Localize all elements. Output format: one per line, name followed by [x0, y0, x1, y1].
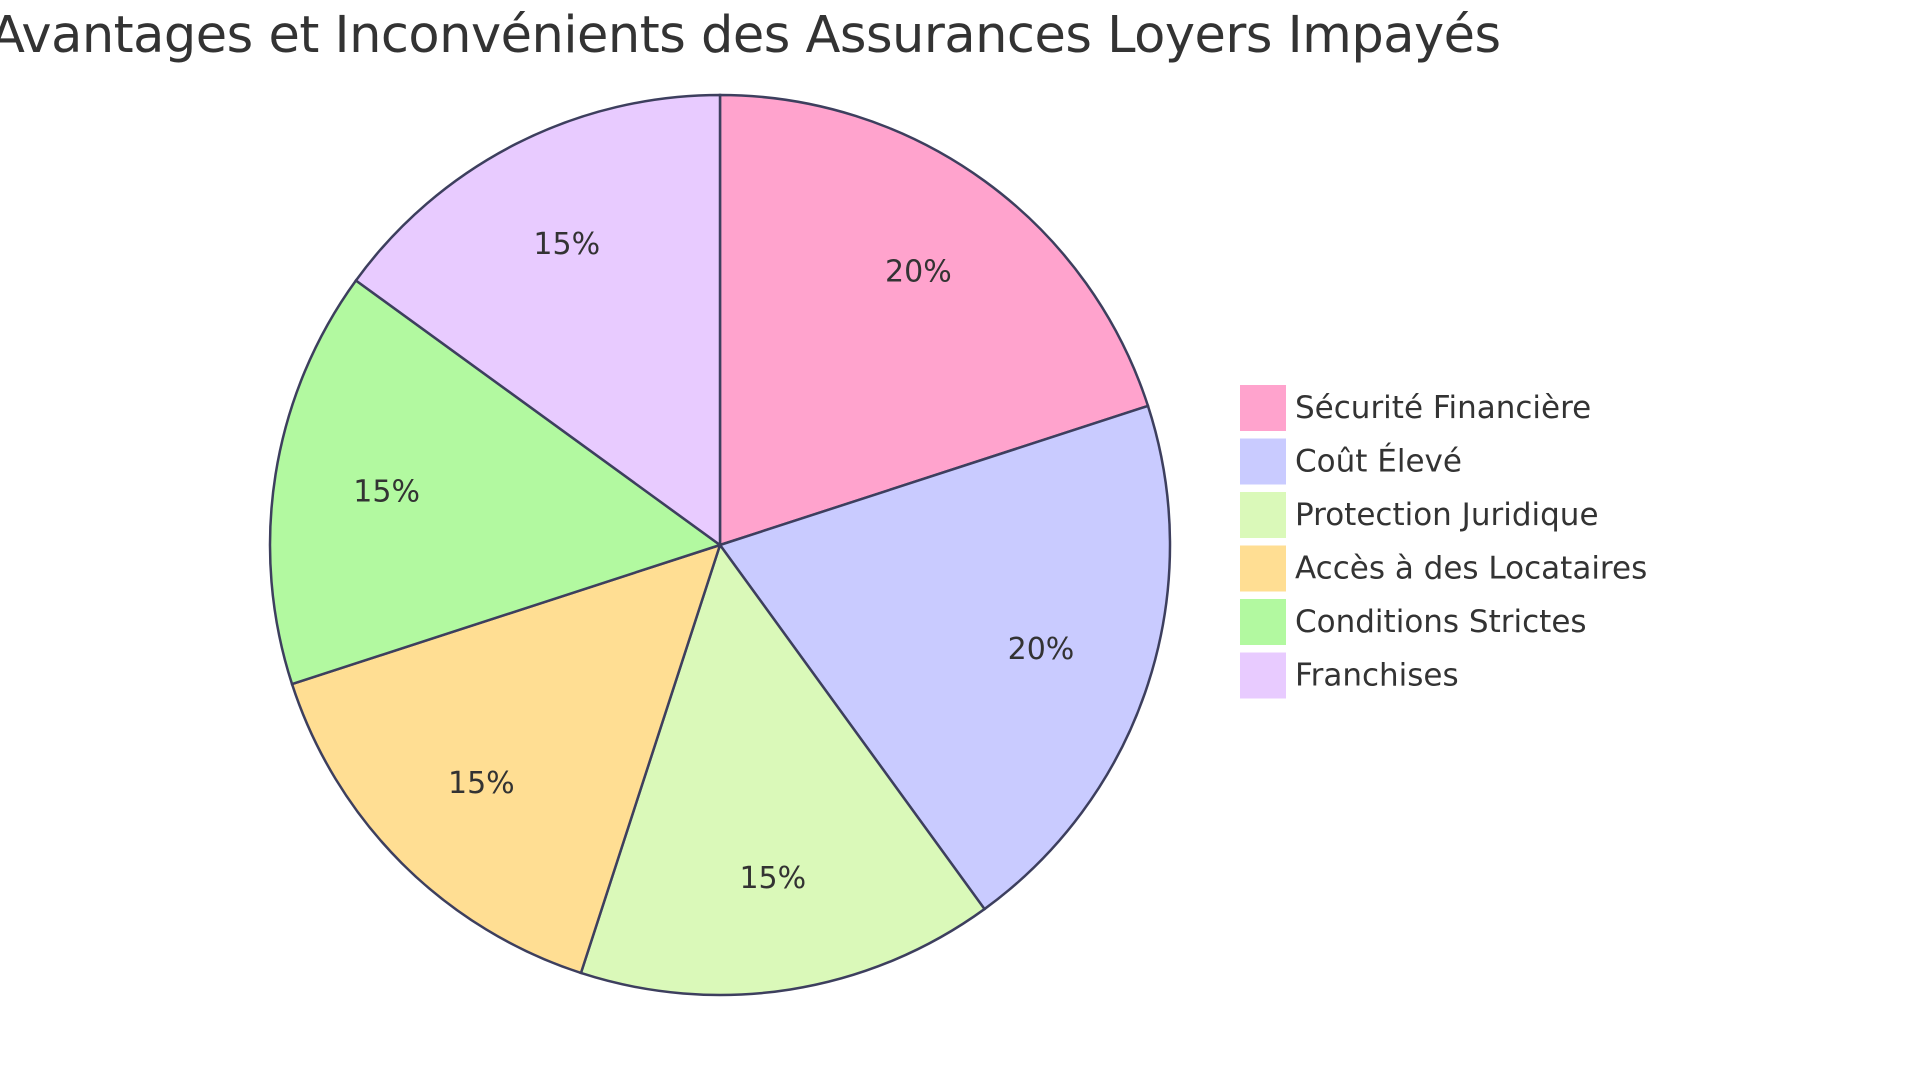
legend-item: Coût Élevé: [1240, 438, 1462, 485]
legend-swatch: [1240, 438, 1286, 485]
legend-swatch: [1240, 652, 1286, 699]
pie-slice-label: 15%: [353, 475, 420, 510]
legend-swatch: [1240, 599, 1286, 645]
legend-label: Accès à des Locataires: [1295, 551, 1647, 587]
legend-swatch: [1240, 545, 1286, 592]
legend-item: Accès à des Locataires: [1240, 545, 1647, 592]
legend-item: Conditions Strictes: [1240, 599, 1587, 645]
pie-slice: [718, 93, 1150, 547]
legend: Sécurité Financière Coût Élevé Protection …: [1240, 385, 1647, 699]
pie-slice-labels: 20% 20% 15% 15% 15% 15%: [353, 227, 1074, 896]
pie-slice: [354, 93, 722, 548]
legend-label: Protection Juridique: [1295, 497, 1599, 533]
pie-slice-label: 20%: [1008, 632, 1075, 667]
pie-slice: [579, 542, 987, 997]
pie-slice: [717, 404, 1172, 911]
legend-label: Conditions Strictes: [1295, 604, 1587, 640]
pie-slices: [268, 93, 1172, 997]
legend-item: Franchises: [1240, 652, 1459, 699]
pie-slice: [268, 278, 723, 686]
pie-slice-label: 15%: [533, 227, 600, 262]
legend-swatch: [1240, 385, 1286, 431]
pie-slice-label: 15%: [739, 861, 806, 896]
pie-slice: [290, 543, 722, 975]
legend-label: Coût Élevé: [1295, 444, 1462, 480]
pie-slice-label: 15%: [448, 766, 515, 801]
legend-item: Protection Juridique: [1240, 492, 1599, 538]
legend-label: Sécurité Financière: [1295, 390, 1591, 426]
legend-label: Franchises: [1295, 658, 1459, 694]
legend-swatch: [1240, 492, 1286, 538]
legend-item: Sécurité Financière: [1240, 385, 1591, 431]
chart-title: Avantages et Inconvénients des Assurance…: [0, 6, 1501, 65]
pie-slice-label: 20%: [885, 254, 952, 289]
